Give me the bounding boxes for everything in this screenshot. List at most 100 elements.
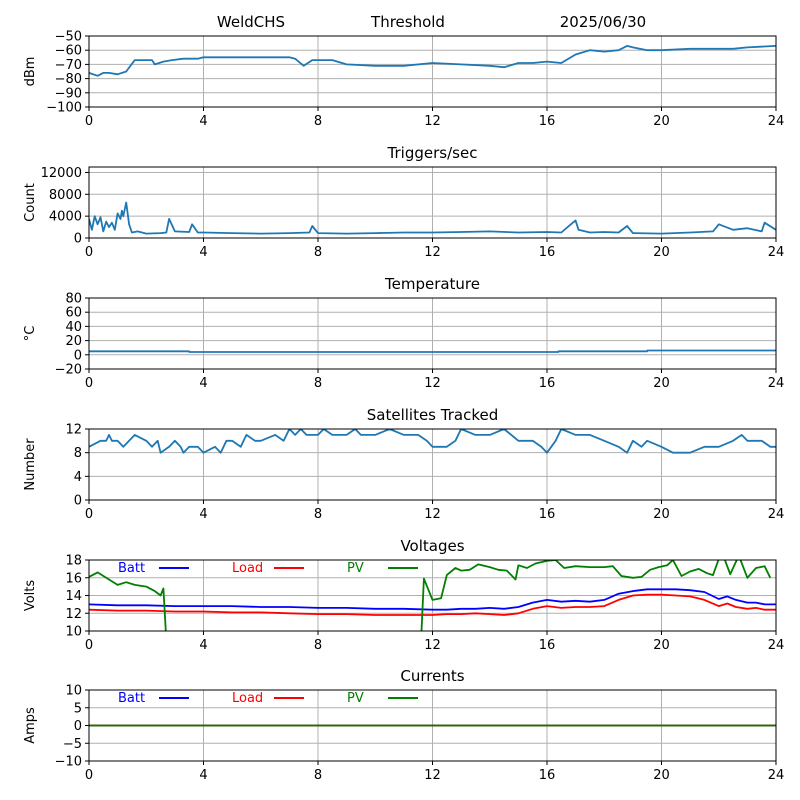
x-tick-label: 4 [199, 114, 207, 129]
x-tick-label: 16 [539, 114, 556, 129]
chart-panel-1: 0 4 8 12 16 20 24 −100−90−80−70−60−50 dBm [23, 30, 784, 130]
y-tick-label: 12 [65, 607, 82, 622]
x-tick-label: 24 [768, 768, 785, 783]
figure-header: WeldCHS Threshold 2025/06/30 [217, 13, 646, 31]
header-date: 2025/06/30 [560, 13, 646, 31]
y-tick-label: 0 [74, 494, 82, 509]
x-tick-label: 8 [314, 638, 322, 653]
y-axis-label: dBm [23, 57, 38, 87]
y-tick-label: 20 [65, 334, 82, 349]
y-tick-label: 10 [65, 684, 82, 699]
y-tick-label: 0 [74, 719, 82, 734]
panel-title: Voltages [400, 537, 464, 555]
x-tick-label: 12 [424, 114, 441, 129]
y-tick-label: 10 [65, 625, 82, 640]
series-group [89, 429, 776, 454]
y-tick-label: −5 [63, 737, 82, 752]
series-group [89, 349, 776, 353]
header-mode: Threshold [370, 13, 445, 31]
series-group [89, 201, 776, 235]
series-line-batt [89, 588, 776, 611]
x-tick-label: 12 [424, 768, 441, 783]
chart-panel-6: 0 4 8 12 16 20 24 −10 −5 0 5 10 Currents Amps Batt Load… [23, 667, 784, 783]
y-axis-label: Count [23, 183, 38, 222]
x-tick-label: 16 [539, 376, 556, 391]
x-tick-label: 0 [85, 768, 93, 783]
x-tick-label: 0 [85, 638, 93, 653]
y-tick-label: −50 [55, 30, 82, 45]
x-tick-label: 16 [539, 245, 556, 260]
y-tick-label: 4 [74, 470, 82, 485]
x-tick-label: 0 [85, 507, 93, 522]
x-tick-label: 24 [768, 638, 785, 653]
x-tick-label: 24 [768, 507, 785, 522]
y-axis-label: Volts [23, 580, 38, 612]
legend-label-load: Load [232, 691, 263, 706]
header-station: WeldCHS [217, 13, 285, 31]
series-line [89, 349, 776, 353]
x-tick-label: 0 [85, 245, 93, 260]
legend-label-batt: Batt [118, 691, 145, 706]
x-tick-label: 24 [768, 114, 785, 129]
x-tick-label: 8 [314, 768, 322, 783]
y-tick-label: 8 [74, 446, 82, 461]
y-axis-label: Number [23, 438, 38, 491]
x-tick-label: 0 [85, 114, 93, 129]
series-line-pv [89, 560, 772, 631]
x-tick-label: 4 [199, 245, 207, 260]
y-tick-label: 0 [74, 348, 82, 363]
series-line [89, 201, 776, 235]
y-tick-label: −90 [55, 86, 82, 101]
x-tick-label: 4 [199, 376, 207, 391]
y-tick-label: 4000 [49, 210, 82, 225]
series-group [89, 45, 776, 77]
y-tick-label: 5 [74, 701, 82, 716]
y-tick-label: −80 [55, 72, 82, 87]
x-tick-label: 4 [199, 507, 207, 522]
x-tick-label: 8 [314, 376, 322, 391]
x-tick-label: 16 [539, 768, 556, 783]
series-line [89, 429, 776, 454]
legend-label-pv: PV [347, 561, 364, 576]
x-tick-label: 0 [85, 376, 93, 391]
x-tick-label: 16 [539, 507, 556, 522]
x-tick-label: 20 [653, 768, 670, 783]
panel-title: Currents [400, 667, 464, 685]
x-tick-label: 4 [199, 638, 207, 653]
x-tick-label: 24 [768, 245, 785, 260]
x-tick-label: 12 [424, 638, 441, 653]
y-axis-label: Amps [23, 707, 38, 744]
legend-label-batt: Batt [118, 561, 145, 576]
chart-panel-2: 0 4 8 12 16 20 24 0 4000 8000 12000 Triggers/sec Cou… [23, 144, 784, 260]
x-tick-label: 8 [314, 245, 322, 260]
y-tick-label: −70 [55, 58, 82, 73]
x-tick-label: 8 [314, 114, 322, 129]
y-tick-label: 0 [74, 232, 82, 247]
x-tick-label: 20 [653, 114, 670, 129]
x-tick-label: 24 [768, 376, 785, 391]
series-line [89, 45, 776, 77]
y-tick-label: 8000 [49, 188, 82, 203]
x-tick-label: 20 [653, 638, 670, 653]
panel-title: Triggers/sec [387, 144, 478, 162]
y-tick-label: 14 [65, 589, 82, 604]
panel-title: Temperature [384, 275, 480, 293]
x-tick-label: 12 [424, 507, 441, 522]
y-tick-label: −60 [55, 44, 82, 59]
x-tick-label: 20 [653, 507, 670, 522]
legend-label-load: Load [232, 561, 263, 576]
y-tick-label: 80 [65, 292, 82, 307]
y-tick-label: −10 [55, 755, 82, 770]
series-group [89, 560, 776, 631]
y-axis-label: °C [23, 326, 38, 342]
chart-panel-5: 0 4 8 12 16 20 24 10 12 14 16 18 Voltages Volts Batt Lo… [23, 537, 784, 653]
chart-panel-4: 0 4 8 12 16 20 24 0 4 8 12 Satellites Tracked Number [23, 406, 784, 522]
y-tick-label: 12 [65, 423, 82, 438]
y-tick-label: −100 [46, 101, 82, 116]
x-tick-label: 12 [424, 245, 441, 260]
y-tick-label: 16 [65, 571, 82, 586]
x-tick-label: 8 [314, 507, 322, 522]
